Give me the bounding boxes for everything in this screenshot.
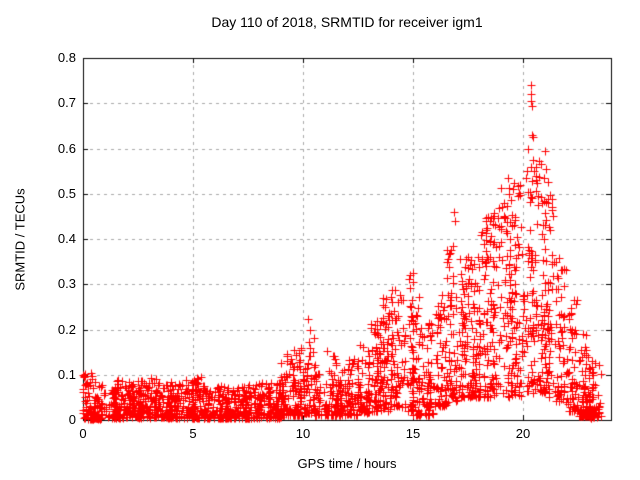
x-tick-label: 20 (515, 426, 531, 441)
y-tick-label: 0.1 (57, 366, 76, 382)
x-axis-label: GPS time / hours (297, 456, 397, 471)
x-tick-label: 0 (79, 426, 87, 441)
y-tick-label: 0.4 (57, 231, 76, 246)
y-tick-label: 0.3 (57, 276, 76, 292)
y-tick-label: 0 (68, 412, 76, 427)
y-tick-label: 0.7 (57, 95, 76, 111)
x-tick-label: 10 (295, 426, 311, 441)
x-tick-label: 5 (189, 426, 197, 441)
y-tick-label: 0.6 (57, 140, 76, 156)
chart-title: Day 110 of 2018, SRMTID for receiver igm… (211, 14, 483, 30)
y-tick-label: 0.8 (57, 50, 76, 65)
y-tick-label: 0.2 (57, 321, 76, 337)
x-tick-label: 15 (405, 426, 421, 441)
y-tick-label: 0.5 (57, 185, 76, 201)
